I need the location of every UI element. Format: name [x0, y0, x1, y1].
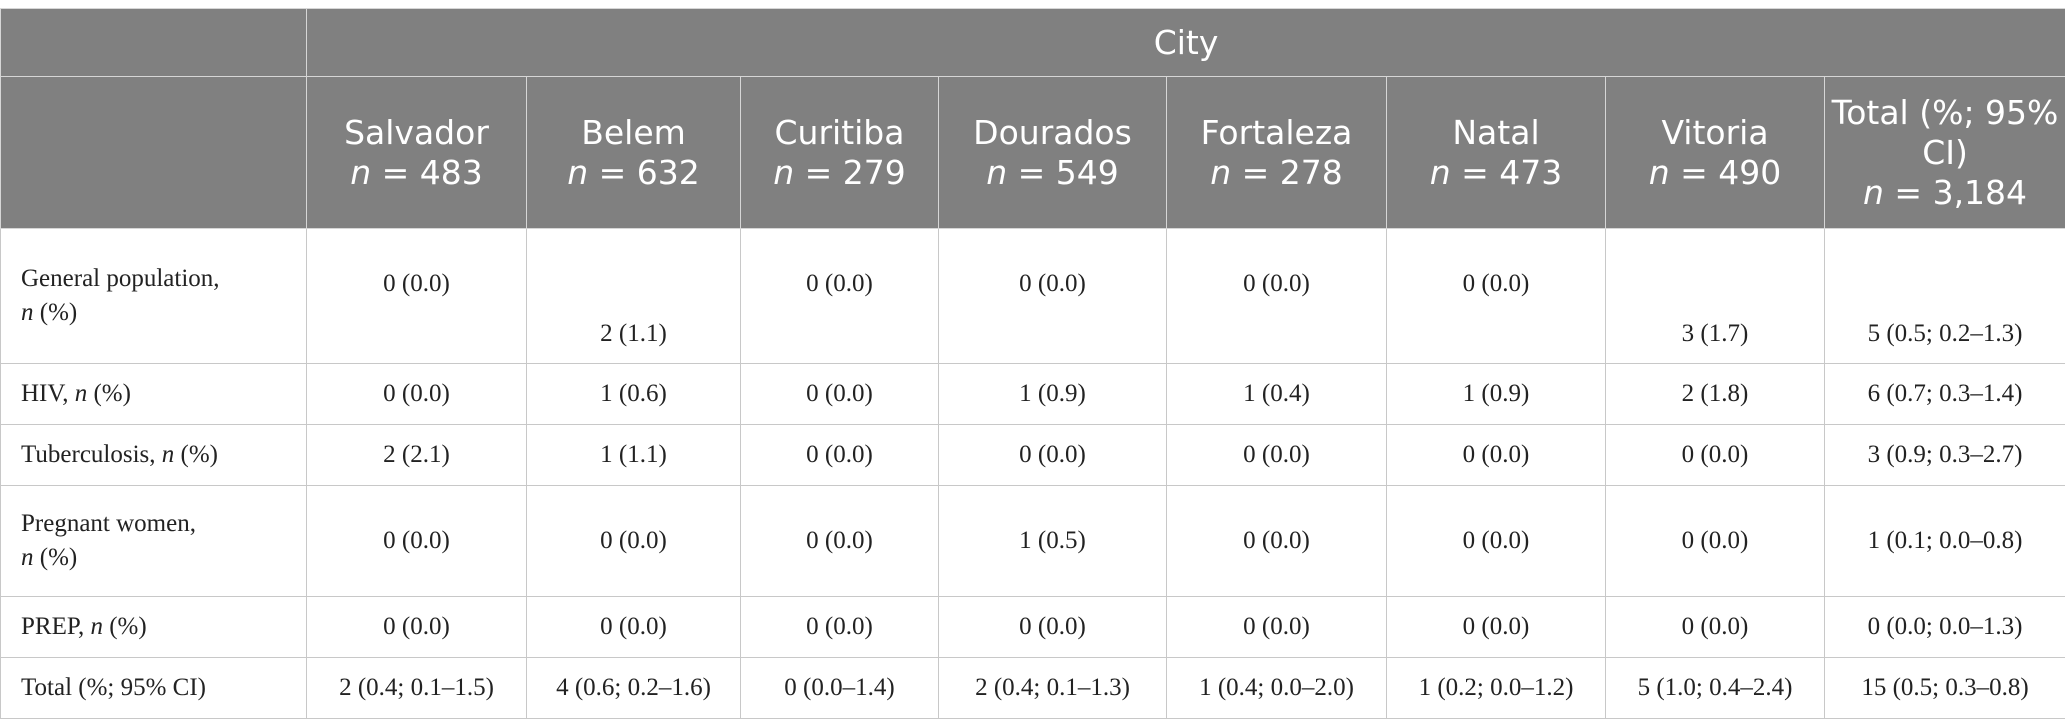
table-cell: 0 (0.0) — [1606, 425, 1825, 486]
table-cell: 2 (1.8) — [1606, 364, 1825, 425]
column-sample-size: n = 473 — [1387, 153, 1605, 193]
table-row-total: Total (%; 95% CI) 2 (0.4; 0.1–1.5) 4 (0.… — [1, 658, 2065, 719]
table-cell: 3 (1.7) — [1606, 229, 1825, 364]
column-name: Belem — [527, 113, 740, 153]
table-cell: 4 (0.6; 0.2–1.6) — [527, 658, 741, 719]
header-row-group: City — [1, 9, 2065, 77]
table-cell: 1 (0.1; 0.0–0.8) — [1825, 486, 2065, 597]
table-cell: 0 (0.0) — [741, 597, 939, 658]
table-cell: 1 (0.5) — [939, 486, 1167, 597]
column-header-total: Total (%; 95% CI) n = 3,184 — [1825, 77, 2065, 229]
table-cell: 2 (0.4; 0.1–1.3) — [939, 658, 1167, 719]
table-cell: 0 (0.0) — [1167, 486, 1387, 597]
header-corner-cell — [1, 9, 307, 77]
city-group-header: City — [307, 9, 2065, 77]
table-cell: 1 (0.4) — [1167, 364, 1387, 425]
table-cell: 5 (1.0; 0.4–2.4) — [1606, 658, 1825, 719]
table-cell: 0 (0.0) — [1387, 486, 1606, 597]
column-name: Total (%; 95% CI) — [1825, 93, 2065, 173]
header-row-columns: Salvador n = 483 Belem n = 632 Curitiba … — [1, 77, 2065, 229]
row-label: Tuberculosis, n (%) — [1, 425, 307, 486]
column-sample-size: n = 279 — [741, 153, 938, 193]
row-label: General population,n (%) — [1, 229, 307, 364]
header-corner-cell-lower — [1, 77, 307, 229]
table-cell: 0 (0.0) — [1387, 229, 1606, 364]
table-cell: 0 (0.0) — [1606, 597, 1825, 658]
column-name: Salvador — [307, 113, 526, 153]
table-row-pregnant-women: Pregnant women,n (%) 0 (0.0) 0 (0.0) 0 (… — [1, 486, 2065, 597]
table-cell: 0 (0.0; 0.0–1.3) — [1825, 597, 2065, 658]
table-cell: 1 (0.2; 0.0–1.2) — [1387, 658, 1606, 719]
row-label: HIV, n (%) — [1, 364, 307, 425]
table-cell: 1 (1.1) — [527, 425, 741, 486]
table-cell: 0 (0.0) — [1387, 597, 1606, 658]
table-cell: 0 (0.0) — [741, 229, 939, 364]
data-table-container: City Salvador n = 483 Belem n = 632 Curi… — [0, 8, 2065, 719]
table-cell: 1 (0.9) — [1387, 364, 1606, 425]
column-name: Natal — [1387, 113, 1605, 153]
column-name: Dourados — [939, 113, 1166, 153]
table-body: General population,n (%) 0 (0.0) 2 (1.1)… — [1, 229, 2065, 719]
table-cell: 0 (0.0) — [307, 229, 527, 364]
table-cell: 2 (0.4; 0.1–1.5) — [307, 658, 527, 719]
column-sample-size: n = 483 — [307, 153, 526, 193]
table-cell: 0 (0.0) — [741, 425, 939, 486]
table-row-general-population: General population,n (%) 0 (0.0) 2 (1.1)… — [1, 229, 2065, 364]
column-name: Curitiba — [741, 113, 938, 153]
table-header: City Salvador n = 483 Belem n = 632 Curi… — [1, 9, 2065, 229]
table-cell: 0 (0.0) — [741, 364, 939, 425]
column-sample-size: n = 632 — [527, 153, 740, 193]
table-cell: 0 (0.0) — [1606, 486, 1825, 597]
column-sample-size: n = 3,184 — [1825, 173, 2065, 213]
table-cell: 15 (0.5; 0.3–0.8) — [1825, 658, 2065, 719]
column-header-dourados: Dourados n = 549 — [939, 77, 1167, 229]
column-header-fortaleza: Fortaleza n = 278 — [1167, 77, 1387, 229]
row-label: Pregnant women,n (%) — [1, 486, 307, 597]
row-label: Total (%; 95% CI) — [1, 658, 307, 719]
table-cell: 0 (0.0) — [1167, 425, 1387, 486]
table-row-tuberculosis: Tuberculosis, n (%) 2 (2.1) 1 (1.1) 0 (0… — [1, 425, 2065, 486]
city-results-table: City Salvador n = 483 Belem n = 632 Curi… — [0, 8, 2065, 719]
table-cell: 0 (0.0) — [1387, 425, 1606, 486]
table-cell: 0 (0.0) — [939, 597, 1167, 658]
table-cell: 5 (0.5; 0.2–1.3) — [1825, 229, 2065, 364]
table-cell: 3 (0.9; 0.3–2.7) — [1825, 425, 2065, 486]
table-cell: 0 (0.0) — [741, 486, 939, 597]
column-header-vitoria: Vitoria n = 490 — [1606, 77, 1825, 229]
column-header-salvador: Salvador n = 483 — [307, 77, 527, 229]
table-cell: 0 (0.0) — [1167, 597, 1387, 658]
table-cell: 0 (0.0) — [527, 486, 741, 597]
table-cell: 1 (0.4; 0.0–2.0) — [1167, 658, 1387, 719]
table-cell: 1 (0.9) — [939, 364, 1167, 425]
table-cell: 2 (1.1) — [527, 229, 741, 364]
table-cell: 0 (0.0) — [307, 486, 527, 597]
column-header-natal: Natal n = 473 — [1387, 77, 1606, 229]
column-sample-size: n = 490 — [1606, 153, 1824, 193]
table-cell: 1 (0.6) — [527, 364, 741, 425]
table-cell: 0 (0.0) — [307, 597, 527, 658]
table-cell: 0 (0.0) — [527, 597, 741, 658]
column-sample-size: n = 278 — [1167, 153, 1386, 193]
table-cell: 2 (2.1) — [307, 425, 527, 486]
column-sample-size: n = 549 — [939, 153, 1166, 193]
row-label: PREP, n (%) — [1, 597, 307, 658]
table-cell: 6 (0.7; 0.3–1.4) — [1825, 364, 2065, 425]
table-cell: 0 (0.0) — [1167, 229, 1387, 364]
table-cell: 0 (0.0) — [939, 425, 1167, 486]
column-name: Vitoria — [1606, 113, 1824, 153]
table-row-prep: PREP, n (%) 0 (0.0) 0 (0.0) 0 (0.0) 0 (0… — [1, 597, 2065, 658]
table-cell: 0 (0.0) — [939, 229, 1167, 364]
column-name: Fortaleza — [1167, 113, 1386, 153]
table-row-hiv: HIV, n (%) 0 (0.0) 1 (0.6) 0 (0.0) 1 (0.… — [1, 364, 2065, 425]
column-header-belem: Belem n = 632 — [527, 77, 741, 229]
table-cell: 0 (0.0) — [307, 364, 527, 425]
column-header-curitiba: Curitiba n = 279 — [741, 77, 939, 229]
table-cell: 0 (0.0–1.4) — [741, 658, 939, 719]
